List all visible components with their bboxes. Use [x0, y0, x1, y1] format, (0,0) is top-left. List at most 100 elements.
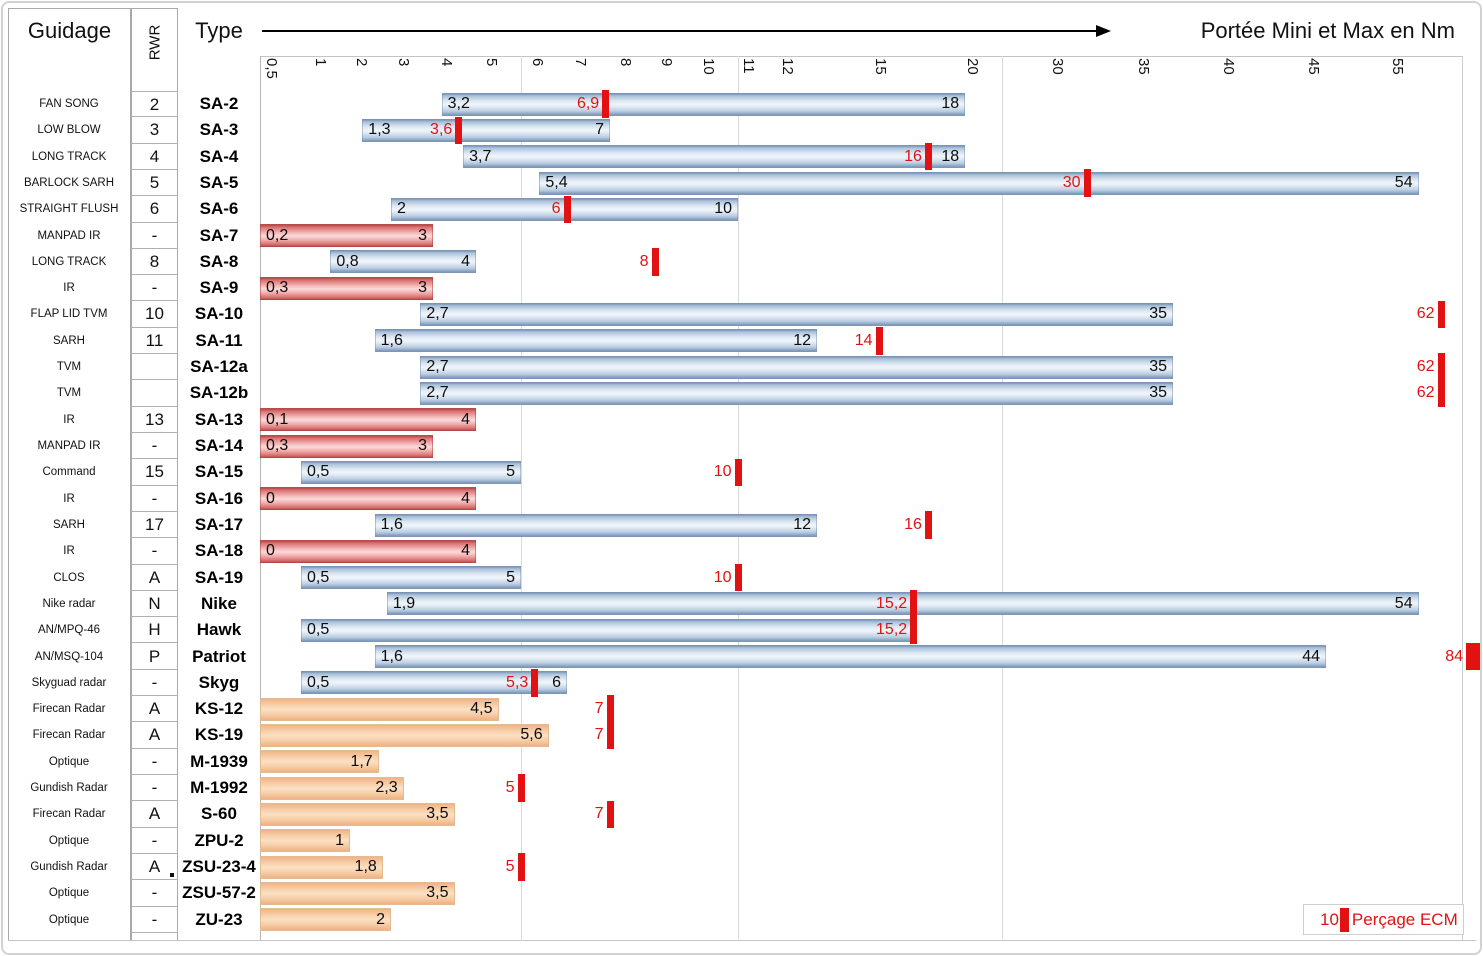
- ecm-label: 16: [904, 147, 922, 165]
- bar-min-label: 0,5: [307, 568, 330, 586]
- ecm-label: 30: [1062, 173, 1081, 191]
- bar-max-label: 18: [941, 147, 960, 165]
- type-label: SA-11: [195, 330, 243, 350]
- ecm-marker: [606, 721, 614, 750]
- axis-tick-label: 9: [658, 58, 675, 67]
- bar-max-label: 4: [461, 489, 470, 507]
- type-label: SA-17: [194, 514, 244, 534]
- type-label: ZPU-2: [194, 830, 244, 850]
- axis-tick-label: 35: [1135, 58, 1152, 75]
- rwr-cell: -: [131, 433, 178, 460]
- rwr-cell: [131, 354, 178, 381]
- bar-min-label: 3,7: [469, 147, 492, 165]
- guidage-label: STRAIGHT FLUSH: [19, 203, 119, 216]
- ecm-marker: [1466, 642, 1481, 671]
- bar-max-label: 2,3: [375, 779, 398, 797]
- rwr-header: RWR: [146, 24, 164, 61]
- type-label: SA-4: [199, 146, 239, 166]
- type-header: Type: [195, 18, 243, 43]
- bar-min-label: 0: [266, 489, 275, 507]
- rwr-cell: -: [131, 880, 178, 907]
- range-bar: [260, 776, 404, 800]
- rwr-cell: 5: [131, 170, 178, 197]
- bar-min-label: 2: [397, 200, 406, 218]
- gridline: [1002, 56, 1003, 941]
- type-label: SA-19: [194, 567, 244, 587]
- guidage-label: TVM: [56, 387, 82, 400]
- axis-tick-label: 11: [740, 58, 757, 74]
- range-bar: [260, 881, 455, 905]
- bar-max-label: 4: [461, 410, 470, 428]
- axis-tick-label: 55: [1389, 58, 1406, 75]
- bar-min-label: 2,7: [426, 384, 449, 402]
- ecm-marker: [1437, 379, 1445, 408]
- range-bar: [260, 855, 383, 879]
- rwr-cell: 10: [131, 301, 178, 328]
- axis-arrow: [262, 30, 1100, 32]
- axis-tick-label: 20: [964, 58, 981, 75]
- range-bar: [374, 329, 817, 353]
- bar-min-label: 5,4: [545, 173, 568, 191]
- rwr-cell: N: [131, 591, 178, 618]
- ecm-marker: [734, 563, 742, 592]
- guidage-header: Guidage: [27, 18, 112, 43]
- range-bar: [386, 592, 1419, 616]
- range-bar: [301, 566, 521, 590]
- guidage-label: Optique: [48, 755, 90, 768]
- ecm-marker: [602, 90, 610, 118]
- ecm-marker: [1083, 169, 1091, 197]
- range-bar: [260, 224, 433, 248]
- guidage-label: Command: [42, 466, 96, 479]
- range-bar: [441, 92, 966, 116]
- rwr-cell: A: [131, 565, 178, 591]
- ecm-marker: [606, 800, 614, 829]
- guidage-label: LOW BLOW: [37, 124, 101, 137]
- bar-min-label: 0,8: [336, 252, 359, 270]
- axis-tick-label: 5: [483, 58, 500, 67]
- type-label: SA-16: [194, 488, 244, 508]
- ecm-marker: [924, 511, 932, 539]
- rwr-cell: 6: [131, 196, 178, 223]
- axis-arrow-head-icon: [1096, 25, 1111, 37]
- bar-max-label: 3,5: [426, 884, 449, 902]
- guidage-label: IR: [63, 413, 75, 426]
- axis-tick-label: 3: [395, 58, 412, 67]
- rwr-cell: 17: [131, 512, 178, 539]
- bar-max-label: 2: [376, 910, 385, 928]
- axis-tick-label: 2: [353, 58, 370, 67]
- type-label: KS-12: [194, 699, 244, 719]
- type-label: KS-19: [194, 725, 244, 745]
- type-label: ZSU-57-2: [182, 883, 256, 903]
- type-label: SA-12a: [190, 357, 248, 377]
- ecm-label: 15,2: [876, 594, 908, 612]
- bar-max-label: 1,7: [350, 752, 373, 770]
- rwr-cell: 8: [131, 249, 178, 276]
- ecm-marker-icon: [1339, 907, 1349, 932]
- ecm-label: 7: [594, 700, 604, 718]
- bar-max-label: 10: [714, 200, 732, 218]
- type-label: SA-18: [194, 541, 244, 561]
- range-bar: [260, 908, 391, 932]
- bar-max-label: 7: [595, 121, 604, 139]
- gridline: [521, 56, 522, 941]
- guidage-label: SARH: [53, 334, 85, 347]
- guidage-label: IR: [63, 545, 75, 558]
- bar-min-label: 1,3: [368, 121, 391, 139]
- ecm-label: 62: [1416, 305, 1435, 323]
- bar-max-label: 4: [461, 542, 470, 560]
- bar-max-label: 35: [1149, 384, 1167, 402]
- ecm-marker: [517, 853, 525, 881]
- ecm-marker: [517, 774, 525, 802]
- chart-title: Portée Mini et Max en Nm: [1200, 18, 1455, 43]
- ecm-label: 15,2: [876, 621, 908, 639]
- plot-bottom-rule: [8, 940, 1476, 941]
- bar-max-label: 3,5: [426, 805, 449, 823]
- ecm-label: 5: [505, 779, 515, 797]
- stray-mark: [170, 873, 174, 878]
- ecm-label: 14: [854, 331, 873, 349]
- ecm-marker: [1437, 300, 1445, 329]
- bar-min-label: 1,9: [392, 594, 416, 612]
- ecm-label: 5: [505, 857, 515, 875]
- guidage-label: Firecan Radar: [32, 729, 106, 742]
- guidage-label: IR: [63, 282, 75, 295]
